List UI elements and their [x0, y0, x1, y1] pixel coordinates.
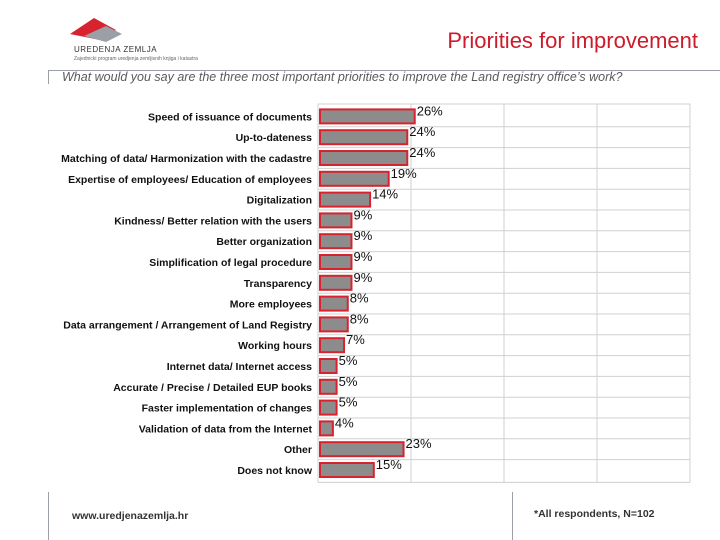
- category-label: Internet data/ Internet access: [167, 361, 312, 373]
- bar-row: Transparency 9%: [244, 270, 373, 291]
- data-label: 23%: [406, 436, 432, 451]
- logo-tagline: Zajednicki program uredjenja zemljisnih …: [74, 56, 198, 62]
- bar-row: Other 23%: [284, 436, 432, 458]
- category-label: Working hours: [238, 340, 312, 352]
- category-label: Data arrangement / Arrangement of Land R…: [63, 319, 312, 331]
- chart-bars: Speed of issuance of documents 26% Up-to-d…: [61, 103, 443, 478]
- question-subtitle: What would you say are the three most im…: [62, 70, 623, 84]
- bar-row: Matching of data/ Harmonization with the…: [61, 145, 436, 166]
- bar-row: Faster implementation of changes 5%: [142, 395, 358, 416]
- bar-row: Digitalization 14%: [247, 187, 399, 208]
- bar: [319, 420, 334, 437]
- bar: [319, 129, 409, 146]
- bar: [319, 191, 372, 208]
- category-label: Transparency: [244, 278, 312, 290]
- bar: [319, 170, 390, 187]
- data-label: 4%: [335, 415, 354, 430]
- chart-grid: [317, 103, 691, 483]
- data-label: 14%: [372, 187, 398, 202]
- category-label: Accurate / Precise / Detailed EUP books: [113, 382, 312, 394]
- logo: UREDENJA ZEMLJA Zajednicki program uredj…: [60, 14, 230, 70]
- footer-respondents-note: *All respondents, N=102: [534, 508, 655, 520]
- data-label: 24%: [409, 124, 435, 139]
- footer-divider-left: [48, 492, 49, 540]
- data-label: 5%: [339, 374, 358, 389]
- bar: [319, 212, 353, 229]
- category-label: Digitalization: [247, 195, 312, 207]
- data-label: 7%: [346, 332, 365, 347]
- data-label: 9%: [353, 228, 372, 243]
- bar: [319, 441, 405, 458]
- logo-mark-icon: [70, 18, 122, 42]
- data-label: 9%: [353, 207, 372, 222]
- bar-row: Simplification of legal procedure 9%: [149, 249, 373, 270]
- bar-row: Up-to-dateness 24%: [236, 124, 436, 146]
- category-label: More employees: [230, 299, 312, 311]
- footer-divider-right: [512, 492, 513, 540]
- bar-row: Does not know 15%: [237, 457, 402, 478]
- bar: [319, 358, 338, 374]
- bar-row: Internet data/ Internet access 5%: [167, 353, 358, 374]
- category-label: Up-to-dateness: [236, 132, 313, 144]
- bar-row: More employees 8%: [230, 291, 369, 312]
- bar-row: Kindness/ Better relation with the users…: [114, 207, 373, 229]
- bar: [319, 254, 353, 270]
- data-label: 9%: [353, 270, 372, 285]
- bar: [319, 399, 338, 416]
- category-label: Simplification of legal procedure: [149, 257, 312, 269]
- data-label: 15%: [376, 457, 402, 472]
- category-label: Does not know: [237, 465, 313, 477]
- data-label: 8%: [350, 311, 369, 326]
- header-divider-vertical: [48, 70, 49, 84]
- bar-row: Speed of issuance of documents 26%: [148, 103, 443, 125]
- page-title: Priorities for improvement: [447, 28, 698, 53]
- category-label: Kindness/ Better relation with the users: [114, 215, 312, 227]
- category-label: Matching of data/ Harmonization with the…: [61, 153, 312, 165]
- bar: [319, 316, 349, 333]
- bar: [319, 233, 353, 250]
- category-label: Other: [284, 444, 312, 456]
- category-label: Speed of issuance of documents: [148, 111, 312, 123]
- bar: [319, 462, 375, 478]
- data-label: 26%: [417, 103, 443, 118]
- bar: [319, 274, 353, 291]
- bar-chart: Speed of issuance of documents 26% Up-to-d…: [61, 103, 691, 483]
- category-label: Validation of data from the Internet: [139, 423, 313, 435]
- category-label: Expertise of employees/ Education of emp…: [68, 174, 312, 186]
- bar: [319, 295, 349, 312]
- header-divider: [48, 70, 720, 71]
- data-label: 9%: [353, 249, 372, 264]
- bar-row: Working hours 7%: [238, 332, 365, 354]
- bar: [319, 108, 416, 125]
- bar-row: Accurate / Precise / Detailed EUP books 5…: [113, 374, 358, 395]
- bar-row: Better organization 9%: [216, 228, 373, 250]
- footer-website: www.uredjenazemlja.hr: [72, 510, 189, 522]
- data-label: 5%: [339, 395, 358, 410]
- bar: [319, 150, 409, 166]
- data-label: 8%: [350, 291, 369, 306]
- bar-row: Validation of data from the Internet 4%: [139, 415, 354, 437]
- logo-name: UREDENJA ZEMLJA: [74, 45, 158, 54]
- category-label: Faster implementation of changes: [142, 403, 313, 415]
- bar: [319, 337, 346, 354]
- data-label: 5%: [339, 353, 358, 368]
- data-label: 19%: [391, 166, 417, 181]
- bar-row: Data arrangement / Arrangement of Land R…: [63, 311, 369, 333]
- category-label: Better organization: [216, 236, 312, 248]
- data-label: 24%: [409, 145, 435, 160]
- bar: [319, 378, 338, 395]
- bar-row: Expertise of employees/ Education of emp…: [68, 166, 417, 187]
